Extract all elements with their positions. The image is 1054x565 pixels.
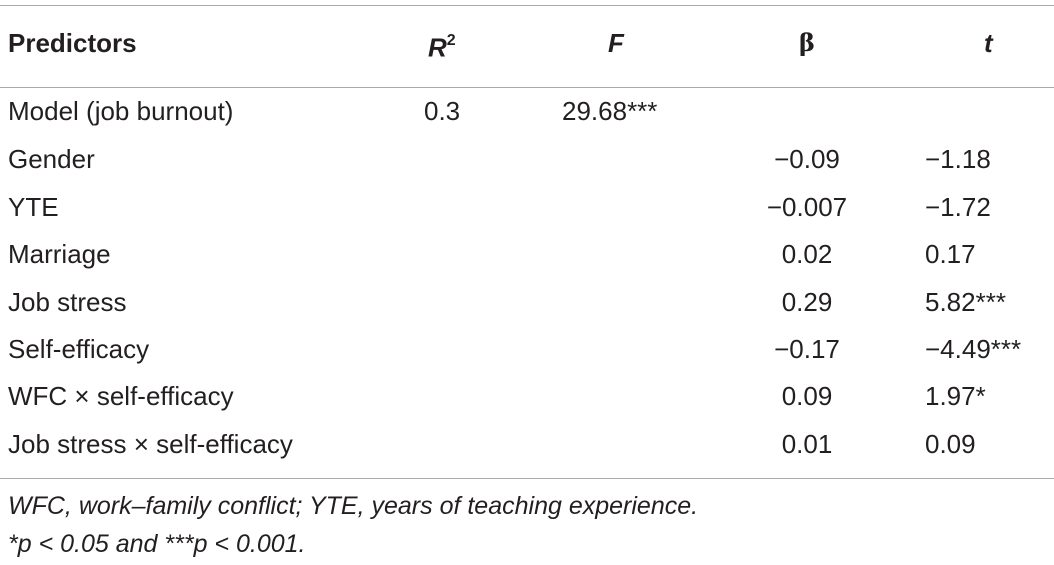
table-footnote-abbreviations: WFC, work–family conflict; YTE, years of… xyxy=(8,492,699,520)
cell-t: −1.18 xyxy=(925,144,991,174)
table-row: Job stress 0.29 5.82*** xyxy=(0,282,1054,322)
cell-t: 0.17 xyxy=(925,239,976,269)
table-row: Model (job burnout) 0.3 29.68*** xyxy=(0,91,1054,131)
header-predictors: Predictors xyxy=(8,28,137,58)
cell-t: 5.82*** xyxy=(925,287,1006,317)
table-top-rule xyxy=(0,5,1054,6)
cell-beta: 0.09 xyxy=(781,381,833,411)
table-row: Gender −0.09 −1.18 xyxy=(0,139,1054,179)
table-bottom-rule xyxy=(0,478,1054,479)
cell-f: 29.68*** xyxy=(562,96,658,126)
table-row: Marriage 0.02 0.17 xyxy=(0,234,1054,274)
header-r-exponent: 2 xyxy=(446,32,456,49)
cell-predictor: YTE xyxy=(8,192,59,222)
header-r-letter: R xyxy=(428,32,447,63)
table-row: YTE −0.007 −1.72 xyxy=(0,187,1054,227)
cell-predictor: Job stress × self-efficacy xyxy=(8,429,293,459)
cell-beta: −0.17 xyxy=(774,334,840,364)
cell-predictor: Model (job burnout) xyxy=(8,96,234,126)
table-row: Job stress × self-efficacy 0.01 0.09 xyxy=(0,424,1054,464)
header-t: t xyxy=(984,28,993,58)
cell-beta: 0.02 xyxy=(781,239,833,269)
cell-t: 0.09 xyxy=(925,429,976,459)
header-rule xyxy=(0,87,1054,88)
header-f: F xyxy=(608,28,624,58)
cell-t: −1.72 xyxy=(925,192,991,222)
cell-beta: 0.29 xyxy=(781,287,833,317)
cell-beta: −0.09 xyxy=(774,144,840,174)
header-beta: β xyxy=(799,28,815,57)
table-row: WFC × self-efficacy 0.09 1.97* xyxy=(0,376,1054,416)
cell-beta: 0.01 xyxy=(781,429,833,459)
cell-predictor: Marriage xyxy=(8,239,111,269)
cell-predictor: Job stress xyxy=(8,287,127,317)
cell-beta: −0.007 xyxy=(766,192,848,222)
header-r-squared: R2 xyxy=(428,28,456,63)
cell-t: −4.49*** xyxy=(925,334,1022,364)
cell-predictor: WFC × self-efficacy xyxy=(8,381,234,411)
cell-predictor: Self-efficacy xyxy=(8,334,150,364)
cell-r2: 0.3 xyxy=(424,96,461,126)
cell-predictor: Gender xyxy=(8,144,95,174)
table-row: Self-efficacy −0.17 −4.49*** xyxy=(0,329,1054,369)
table-footnote-significance: *p < 0.05 and ***p < 0.001. xyxy=(8,530,306,558)
cell-t: 1.97* xyxy=(925,381,986,411)
